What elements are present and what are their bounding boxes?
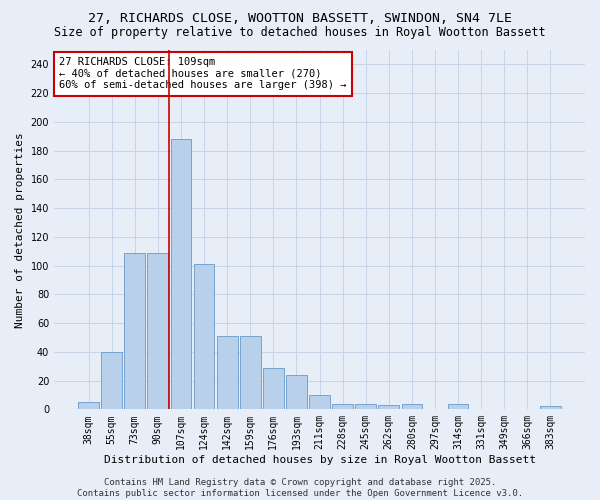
Bar [401,404,422,409]
Bar [286,375,307,410]
Bar [263,368,284,410]
Bar [194,264,214,410]
Bar [309,395,330,409]
Bar [78,402,99,409]
Bar [448,404,469,409]
X-axis label: Distribution of detached houses by size in Royal Wootton Bassett: Distribution of detached houses by size … [104,455,536,465]
Bar [148,252,168,410]
Bar [540,406,561,410]
Text: Contains HM Land Registry data © Crown copyright and database right 2025.
Contai: Contains HM Land Registry data © Crown c… [77,478,523,498]
Text: 27 RICHARDS CLOSE: 109sqm
← 40% of detached houses are smaller (270)
60% of semi: 27 RICHARDS CLOSE: 109sqm ← 40% of detac… [59,57,347,90]
Bar [379,405,399,409]
Bar [170,139,191,409]
Bar [332,404,353,409]
Bar [101,352,122,410]
Text: Size of property relative to detached houses in Royal Wootton Bassett: Size of property relative to detached ho… [54,26,546,39]
Text: 27, RICHARDS CLOSE, WOOTTON BASSETT, SWINDON, SN4 7LE: 27, RICHARDS CLOSE, WOOTTON BASSETT, SWI… [88,12,512,26]
Bar [355,404,376,409]
Bar [217,336,238,409]
Bar [124,252,145,410]
Y-axis label: Number of detached properties: Number of detached properties [15,132,25,328]
Bar [240,336,260,409]
